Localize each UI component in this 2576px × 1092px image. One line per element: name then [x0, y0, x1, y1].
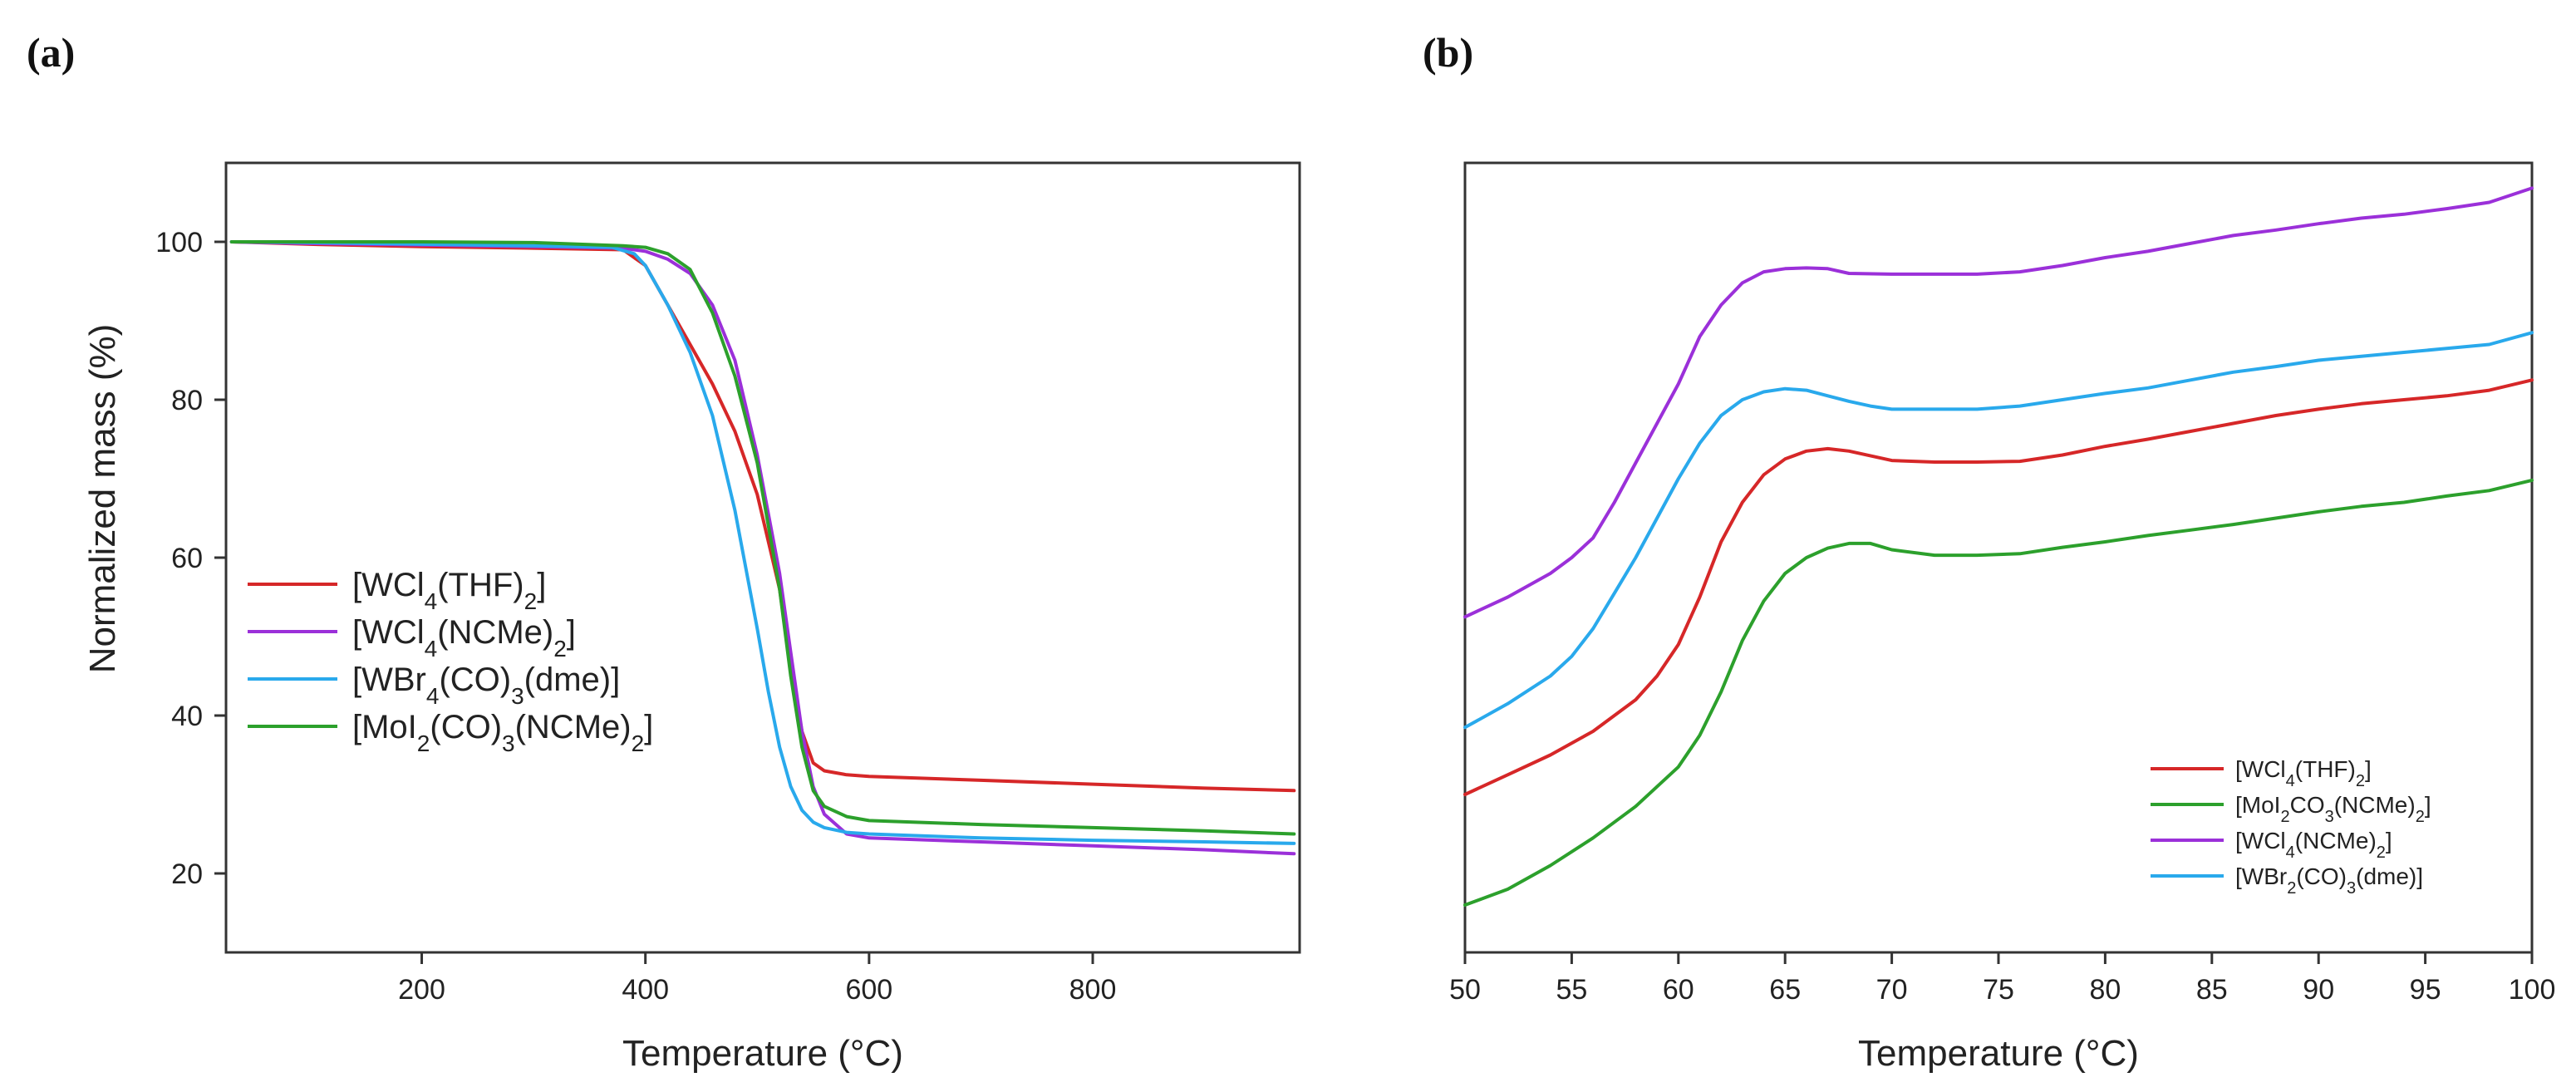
legend-label-part: [WCl	[2235, 756, 2286, 782]
legend-label-part: [WCl	[352, 567, 425, 603]
legend-label-part: 2	[2356, 772, 2365, 790]
legend-label-part: CO	[2290, 792, 2325, 818]
legend-label-part: (NCMe)	[515, 709, 632, 745]
legend-label-part: [WCl	[352, 614, 425, 651]
x-tick-label: 400	[622, 974, 669, 1006]
legend-label-part: (NCMe)	[2295, 828, 2377, 853]
legend-label-part: ]	[537, 567, 546, 603]
panel-label-b: (b)	[1423, 29, 1473, 76]
series-group-b	[1463, 186, 2534, 907]
legend-label-part: 3	[2347, 879, 2356, 898]
legend-entry: [MoI2CO3(NCMe)2]	[2235, 792, 2431, 826]
series-line-1	[1463, 478, 2534, 907]
x-tick-label: 100	[2509, 974, 2556, 1006]
x-tick-label: 95	[2410, 974, 2441, 1006]
chart-a: 200 400 600 800 20 40 60 80 100 Temperature (°C)…	[82, 161, 1301, 1074]
legend-entry: [WBr2(CO)3(dme)]	[2235, 863, 2423, 898]
legend-entry: [MoI2(CO)3(NCMe)2]	[352, 709, 653, 756]
legend-label-part: 4	[425, 588, 438, 614]
legend-label-part: (THF)	[2295, 756, 2356, 782]
legend-label-part: ]	[2425, 792, 2431, 818]
legend-label-part: (dme)]	[2356, 863, 2423, 889]
legend-label-part: 2	[2287, 879, 2296, 898]
y-tick-label: 100	[155, 227, 203, 258]
legend-label-part: 4	[2286, 772, 2295, 790]
legend-label-part: (THF)	[437, 567, 524, 603]
x-tick-label: 85	[2196, 974, 2228, 1006]
legend-label-part: 4	[426, 683, 440, 709]
legend-label-part: [MoI	[352, 709, 417, 745]
x-tick-label: 55	[1556, 974, 1587, 1006]
legend-entry: [WCl4(NCMe)2]	[352, 614, 576, 662]
y-tick-label: 20	[171, 858, 203, 890]
series-line-1	[229, 240, 1296, 856]
legend-label-part: 2	[417, 730, 430, 756]
legend-label-part: (CO)	[439, 662, 511, 698]
y-axis-title-a: Normalized mass (%)	[82, 324, 123, 674]
x-axis-title-a: Temperature (°C)	[622, 1033, 903, 1074]
legend-label-part: 3	[2325, 808, 2334, 826]
x-tick-label: 90	[2303, 974, 2334, 1006]
legend-label-part: ]	[567, 614, 576, 651]
legend-b: [WCl4(THF)2][MoI2CO3(NCMe)2][WCl4(NCMe)2…	[2151, 756, 2431, 898]
legend-label-part: 2	[2377, 844, 2386, 862]
legend-label-part: (CO)	[430, 709, 502, 745]
legend-label-part: [WBr	[2235, 863, 2287, 889]
ticks-a: 200 400 600 800 20 40 60 80 100	[155, 227, 1116, 1006]
legend-label-part: 3	[511, 683, 524, 709]
x-axis-title-b: Temperature (°C)	[1858, 1033, 2139, 1074]
series-line-0	[1463, 378, 2534, 796]
legend-label-part: 4	[425, 636, 438, 662]
x-tick-label: 50	[1449, 974, 1481, 1006]
legend-label-part: 2	[632, 730, 645, 756]
legend-entry: [WCl4(THF)2]	[352, 567, 546, 614]
x-tick-label: 600	[845, 974, 892, 1006]
x-tick-label: 60	[1663, 974, 1694, 1006]
series-line-3	[1463, 331, 2534, 730]
legend-label-part: 2	[553, 636, 567, 662]
x-tick-label: 70	[1876, 974, 1908, 1006]
x-tick-label: 80	[2089, 974, 2121, 1006]
plot-frame-a	[224, 161, 1301, 954]
legend-label-part: 3	[502, 730, 515, 756]
x-tick-label: 200	[398, 974, 445, 1006]
y-tick-label: 80	[171, 385, 203, 416]
legend-label-part: ]	[644, 709, 653, 745]
x-tick-label: 65	[1769, 974, 1801, 1006]
series-line-2	[1463, 186, 2534, 619]
legend-label-part: [MoI	[2235, 792, 2280, 818]
legend-label-part: 2	[2416, 808, 2425, 826]
legend-label-part: [WBr	[352, 662, 426, 698]
series-line-2	[229, 240, 1296, 845]
legend-entry: [WCl4(THF)2]	[2235, 756, 2372, 790]
y-tick-label: 40	[171, 701, 203, 732]
legend-label-part: 2	[524, 588, 538, 614]
legend-label-part: (NCMe)	[437, 614, 553, 651]
y-tick-label: 60	[171, 543, 203, 574]
chart-b: 50 55 60 65 70 75 80 85 90 95 100 Temperature (°C)…	[1449, 161, 2555, 1074]
legend-label-part: ]	[2386, 828, 2392, 853]
legend-label-part: (dme)]	[524, 662, 621, 698]
x-tick-label: 75	[1983, 974, 2014, 1006]
legend-a: [WCl4(THF)2][WCl4(NCMe)2][WBr4(CO)3(dme)…	[248, 567, 653, 756]
legend-label-part: ]	[2365, 756, 2372, 782]
legend-label-part: (CO)	[2296, 863, 2347, 889]
legend-label-part: 2	[2280, 808, 2289, 826]
x-tick-label: 800	[1069, 974, 1117, 1006]
legend-entry: [WBr4(CO)3(dme)]	[352, 662, 620, 709]
ticks-b: 50 55 60 65 70 75 80 85 90 95 100	[1449, 952, 2555, 1006]
series-group-a	[229, 240, 1296, 856]
legend-label-part: (NCMe)	[2334, 792, 2416, 818]
series-line-3	[229, 240, 1296, 836]
legend-entry: [WCl4(NCMe)2]	[2235, 828, 2392, 862]
legend-label-part: 4	[2286, 844, 2295, 862]
legend-label-part: [WCl	[2235, 828, 2286, 853]
panel-label-a: (a)	[27, 29, 75, 76]
